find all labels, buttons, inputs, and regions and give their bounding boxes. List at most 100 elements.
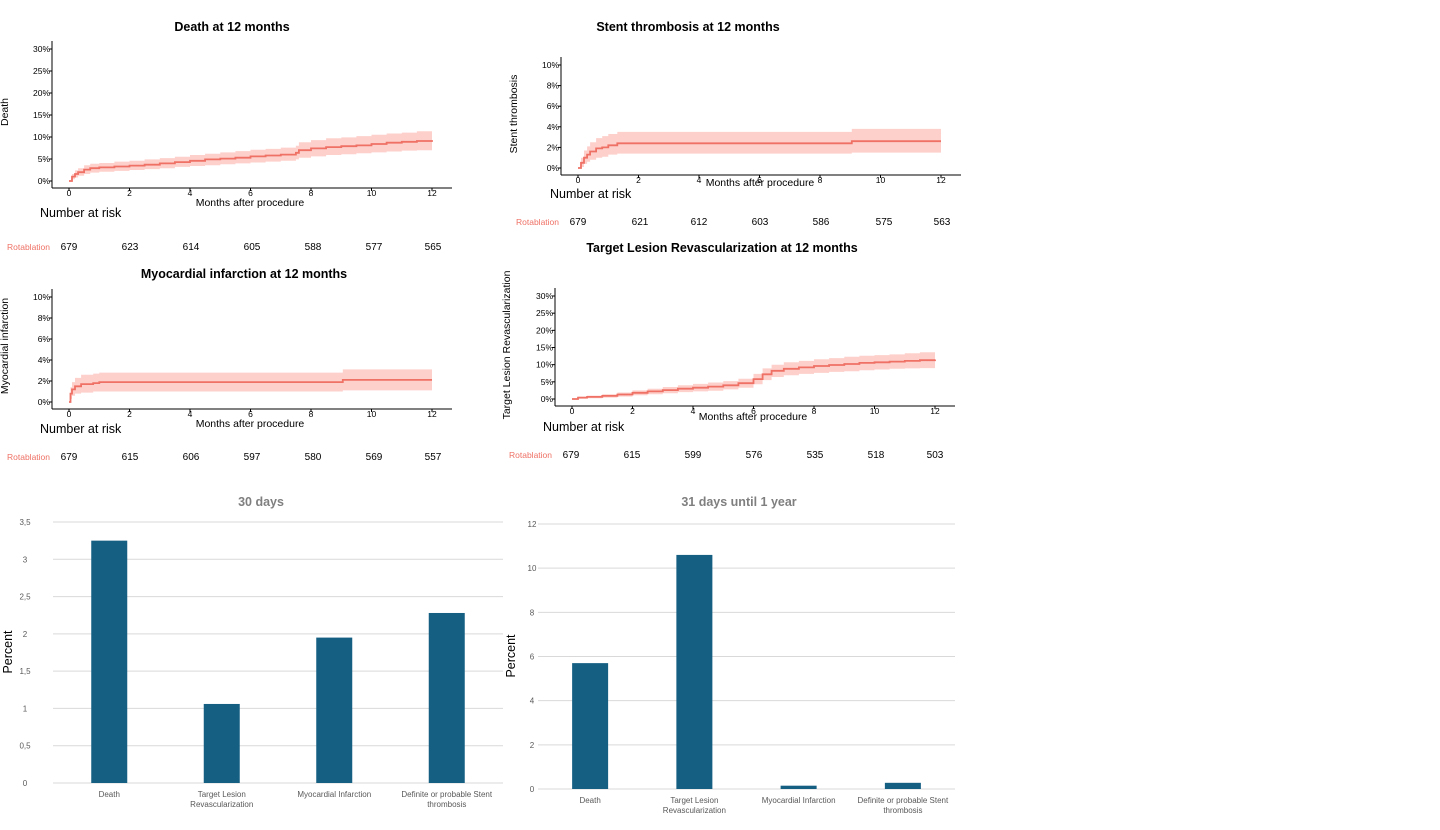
risk-count: 679: [570, 217, 587, 228]
y-tick-label: 10%: [542, 60, 559, 70]
x-tick-label: 12: [936, 175, 946, 185]
y-tick-label: 4%: [38, 355, 51, 365]
y-tick-label: 25%: [33, 66, 50, 76]
risk-group-label: Rotablation: [516, 217, 559, 227]
category-label: Death: [99, 790, 120, 799]
x-tick-label: 8: [812, 406, 817, 416]
y-tick-label: 2: [530, 741, 535, 750]
y-tick-label: 4: [530, 697, 535, 706]
y-tick-label: 1: [23, 704, 28, 713]
category-label: Myocardial Infarction: [297, 790, 371, 799]
chart-title: Target Lesion Revascularization at 12 mo…: [586, 241, 857, 255]
y-tick-label: 10%: [536, 360, 553, 370]
risk-count: 565: [425, 242, 442, 253]
y-tick-label: 12: [528, 520, 537, 529]
bar: [203, 703, 240, 783]
risk-count: 615: [122, 452, 139, 463]
risk-count: 614: [183, 242, 200, 253]
x-tick-label: 4: [691, 406, 696, 416]
y-tick-label: 3,5: [19, 518, 31, 527]
chart-title: 31 days until 1 year: [681, 495, 796, 509]
y-tick-label: 2,5: [19, 593, 31, 602]
chart-title: Death at 12 months: [174, 20, 289, 34]
risk-count: 605: [244, 242, 261, 253]
confidence-band: [69, 369, 432, 402]
confidence-band: [572, 351, 935, 399]
x-tick-label: 2: [636, 175, 641, 185]
bar-30d-panel: 30 days 0 0,5 1 1,5 2 2,5 3 3,5 Death Target Lesio…: [1, 495, 503, 809]
y-tick-label: 6: [530, 653, 535, 662]
risk-count: 621: [632, 217, 649, 228]
x-axis-label: Months after procedure: [699, 411, 808, 423]
risk-count: 575: [876, 217, 893, 228]
number-at-risk-title: Number at risk: [40, 206, 122, 220]
risk-count: 588: [305, 242, 322, 253]
risk-count: 586: [813, 217, 830, 228]
x-tick-label: 10: [367, 409, 377, 419]
risk-count: 679: [563, 450, 580, 461]
y-tick-label: 0%: [38, 176, 51, 186]
category-label: Death: [579, 796, 600, 805]
x-tick-label: 12: [930, 406, 940, 416]
x-tick-label: 4: [697, 175, 702, 185]
y-axis-label: Stent thrombosis: [508, 75, 520, 154]
risk-count: 535: [807, 450, 824, 461]
y-tick-label: 2: [23, 630, 28, 639]
number-at-risk-title: Number at risk: [40, 422, 122, 436]
y-tick-label: 5%: [38, 154, 51, 164]
y-tick-label: 4%: [547, 122, 560, 132]
survival-line: [69, 378, 432, 403]
x-tick-label: 6: [751, 406, 756, 416]
km-st-panel: Stent thrombosis at 12 months 0% 2% 4% 6% 8% 1…: [508, 20, 961, 228]
y-tick-label: 2%: [547, 142, 560, 152]
y-axis-label: Death: [0, 98, 11, 126]
x-tick-label: 12: [427, 188, 437, 198]
category-label: thrombosis: [427, 800, 466, 809]
y-axis-label: Percent: [1, 630, 15, 674]
y-tick-label: 15%: [536, 343, 553, 353]
survival-line: [578, 140, 941, 169]
y-tick-label: 0,5: [19, 742, 31, 751]
x-tick-label: 4: [188, 188, 193, 198]
risk-count: 576: [746, 450, 763, 461]
x-tick-label: 4: [188, 409, 193, 419]
x-tick-label: 2: [630, 406, 635, 416]
bar: [780, 785, 817, 789]
y-tick-label: 6%: [38, 334, 51, 344]
category-label: Revascularization: [663, 806, 726, 815]
x-tick-label: 6: [757, 175, 762, 185]
x-tick-label: 10: [870, 406, 880, 416]
x-axis-label: Months after procedure: [196, 197, 305, 209]
y-tick-label: 10: [528, 564, 537, 573]
y-tick-label: 20%: [536, 325, 553, 335]
risk-count: 580: [305, 452, 322, 463]
x-tick-label: 10: [876, 175, 886, 185]
y-tick-label: 3: [23, 555, 28, 564]
x-tick-label: 8: [309, 409, 314, 419]
category-label: Target Lesion: [198, 790, 246, 799]
risk-count: 606: [183, 452, 200, 463]
km-tlr-panel: Target Lesion Revascularization at 12 mo…: [501, 241, 955, 461]
y-tick-label: 8: [530, 608, 535, 617]
y-tick-label: 6%: [547, 101, 560, 111]
x-tick-label: 6: [248, 188, 253, 198]
y-tick-label: 30%: [536, 291, 553, 301]
survival-line: [572, 359, 936, 400]
risk-count: 518: [868, 450, 885, 461]
y-axis-label: Percent: [504, 634, 518, 678]
survival-line: [69, 140, 433, 182]
y-tick-label: 0: [23, 779, 28, 788]
y-tick-label: 0%: [547, 163, 560, 173]
y-axis-label: Myocardial infarction: [0, 298, 11, 394]
category-label: Revascularization: [190, 800, 253, 809]
confidence-band: [578, 128, 941, 168]
y-tick-label: 30%: [33, 44, 50, 54]
y-tick-label: 20%: [33, 88, 50, 98]
x-tick-label: 8: [818, 175, 823, 185]
y-tick-label: 0%: [38, 397, 51, 407]
risk-count: 679: [61, 452, 78, 463]
number-at-risk-title: Number at risk: [543, 420, 625, 434]
risk-count: 623: [122, 242, 139, 253]
risk-count: 557: [425, 452, 442, 463]
